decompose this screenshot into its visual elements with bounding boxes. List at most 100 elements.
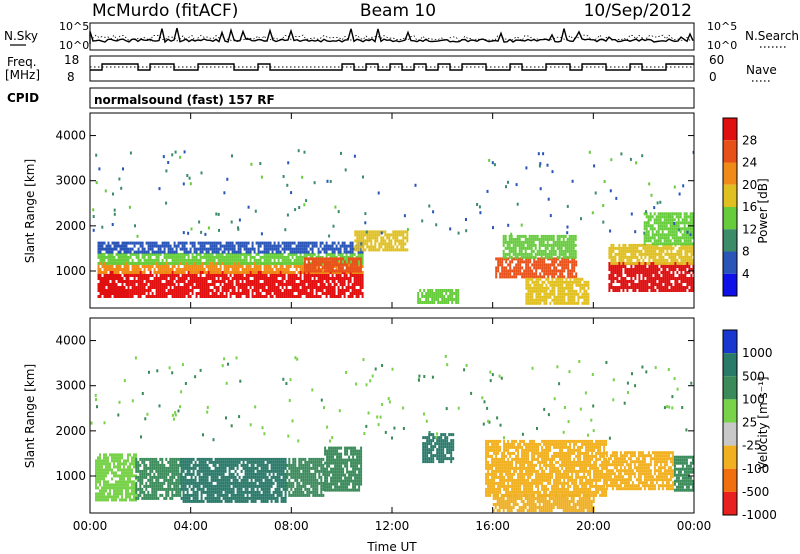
velocity-echo-point bbox=[634, 384, 637, 388]
n-sky-trace bbox=[89, 27, 694, 44]
velocity-xtick-label: 20:00 bbox=[576, 519, 611, 533]
velocity-echo-point bbox=[463, 368, 466, 372]
velocity-echo-point bbox=[521, 432, 524, 436]
power-echo-point bbox=[118, 177, 121, 181]
power-echo-point bbox=[516, 202, 519, 206]
velocity-echo-point bbox=[199, 368, 202, 372]
velocity-echo-point bbox=[489, 370, 492, 374]
power-echo-point bbox=[673, 222, 676, 225]
velocity-echo-point bbox=[369, 379, 372, 383]
velocity-region-9 bbox=[673, 455, 694, 492]
velocity-echo-point bbox=[391, 367, 394, 371]
power-echo-point bbox=[92, 215, 95, 218]
velocity-echo-point bbox=[263, 432, 266, 436]
velocity-echo-point bbox=[289, 378, 292, 382]
power-echo-point bbox=[677, 228, 680, 232]
power-echo-point bbox=[189, 182, 192, 186]
velocity-region-2 bbox=[180, 457, 287, 503]
power-echo-point bbox=[129, 151, 132, 155]
power-echo-point bbox=[217, 212, 220, 216]
power-echo-point bbox=[165, 169, 168, 173]
velocity-echo-point bbox=[387, 397, 390, 401]
power-echo-point bbox=[290, 191, 293, 195]
velocity-colorbar-tick: 100 bbox=[742, 392, 765, 406]
velocity-heatmap bbox=[90, 354, 694, 512]
freq-tick-top: 18 bbox=[64, 53, 79, 67]
power-echo-point bbox=[630, 212, 633, 216]
power-echo-point bbox=[128, 205, 131, 209]
noise-strip: N.Sky 10^5 10^0 10^5 10^0 N.Search bbox=[4, 20, 799, 52]
velocity-echo-point bbox=[168, 366, 171, 370]
velocity-echo-point bbox=[499, 423, 502, 427]
velocity-echo-point bbox=[563, 406, 566, 409]
velocity-echo-point bbox=[141, 392, 144, 395]
power-echo-point bbox=[298, 206, 301, 209]
velocity-echo-point bbox=[384, 430, 387, 434]
power-ylabel: Slant Range [km] bbox=[23, 159, 37, 263]
power-colorbar-swatch bbox=[723, 273, 737, 296]
velocity-echo-point bbox=[470, 391, 473, 395]
velocity-echo-point bbox=[345, 371, 348, 374]
power-region-9 bbox=[525, 277, 590, 305]
noise-tick-left-bottom: 10^0 bbox=[59, 39, 89, 52]
velocity-echo-point bbox=[496, 416, 499, 420]
velocity-echo-point bbox=[584, 391, 587, 395]
velocity-echo-point bbox=[374, 367, 377, 371]
velocity-echo-point bbox=[503, 436, 505, 440]
velocity-echo-point bbox=[179, 405, 182, 409]
velocity-echo-point bbox=[402, 406, 405, 410]
power-region-2 bbox=[97, 252, 364, 265]
power-region-7 bbox=[495, 257, 578, 279]
power-echo-point bbox=[478, 205, 481, 209]
velocity-echo-point bbox=[612, 378, 615, 382]
velocity-echo-point bbox=[446, 363, 449, 367]
velocity-echo-point bbox=[225, 381, 228, 385]
velocity-colorbar-tick: -500 bbox=[742, 485, 769, 499]
n-sky-label: N.Sky bbox=[4, 29, 38, 43]
time-axis-label: Time UT bbox=[366, 540, 417, 554]
velocity-echo-point bbox=[94, 393, 97, 397]
velocity-echo-point bbox=[673, 377, 676, 381]
power-echo-point bbox=[328, 234, 331, 238]
power-echo-point bbox=[602, 220, 605, 224]
station-title: McMurdo (fitACF) bbox=[92, 1, 238, 21]
velocity-colorbar-tick: -25 bbox=[742, 439, 762, 453]
velocity-echo-point bbox=[444, 354, 447, 358]
velocity-colorbar-swatch bbox=[723, 399, 737, 423]
velocity-echo-point bbox=[627, 391, 629, 394]
velocity-echo-point bbox=[418, 378, 420, 382]
power-echo-point bbox=[403, 214, 406, 218]
power-region-12 bbox=[643, 212, 694, 246]
power-echo-point bbox=[179, 155, 182, 159]
velocity-echo-point bbox=[158, 404, 161, 408]
velocity-echo-point bbox=[180, 390, 183, 394]
beam-title: Beam 10 bbox=[360, 1, 436, 21]
velocity-echo-point bbox=[483, 400, 486, 404]
velocity-echo-point bbox=[230, 424, 233, 428]
velocity-echo-point bbox=[103, 421, 106, 425]
power-echo-point bbox=[492, 226, 494, 230]
velocity-region-0 bbox=[95, 453, 137, 502]
velocity-echo-point bbox=[568, 370, 571, 374]
power-echo-point bbox=[111, 223, 114, 226]
power-echo-point bbox=[158, 187, 161, 191]
velocity-echo-point bbox=[641, 365, 644, 369]
velocity-echo-point bbox=[156, 369, 159, 373]
power-echo-point bbox=[542, 152, 545, 156]
velocity-colorbar-tick: 25 bbox=[742, 416, 757, 430]
velocity-echo-point bbox=[690, 381, 693, 385]
power-echo-point bbox=[566, 204, 569, 208]
velocity-echo-point bbox=[291, 419, 294, 423]
power-colorbar-tick: 28 bbox=[742, 133, 757, 147]
power-echo-point bbox=[539, 162, 542, 166]
velocity-xtick-label: 12:00 bbox=[375, 519, 410, 533]
noise-tick-left-top: 10^5 bbox=[59, 20, 89, 33]
velocity-colorbar-tick: -1000 bbox=[742, 508, 777, 522]
velocity-echo-point bbox=[491, 373, 494, 377]
velocity-echo-point bbox=[117, 413, 120, 417]
power-colorbar-swatch bbox=[723, 118, 737, 141]
velocity-echo-point bbox=[326, 425, 329, 429]
velocity-echo-point bbox=[174, 413, 177, 417]
velocity-echo-point bbox=[148, 370, 150, 374]
power-region-6 bbox=[417, 289, 460, 304]
